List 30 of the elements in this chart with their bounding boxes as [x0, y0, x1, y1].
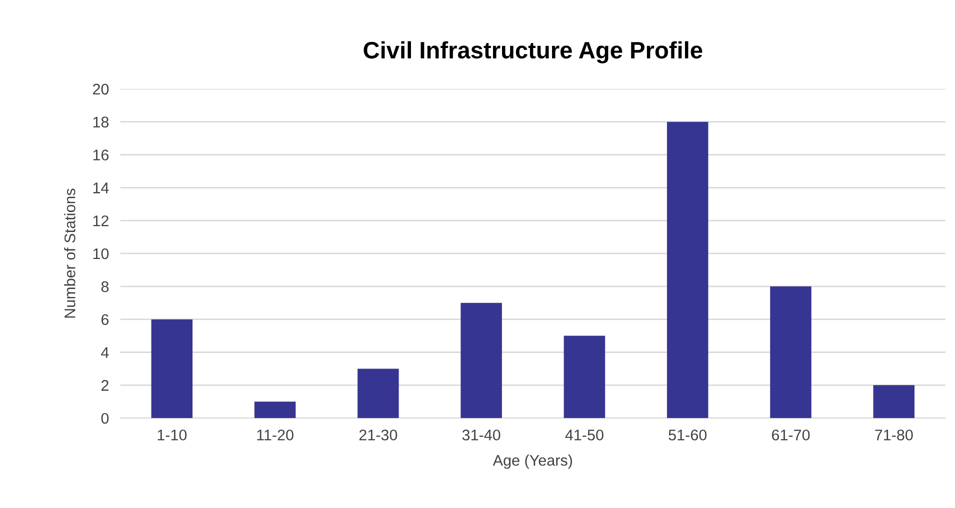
y-tick-label: 8	[101, 281, 109, 292]
bar	[873, 385, 915, 418]
y-tick-label: 14	[93, 182, 109, 194]
y-tick-label: 20	[92, 84, 109, 95]
bar	[254, 402, 296, 418]
x-tick-label: 41-50	[565, 430, 604, 440]
y-tick-label: 4	[101, 347, 109, 358]
y-tick-label: 12	[93, 215, 108, 226]
bar	[564, 336, 606, 418]
bar	[666, 122, 708, 418]
x-tick-label: 11-20	[257, 430, 294, 440]
bar	[770, 286, 812, 418]
x-axis-title: Age (Years)	[492, 454, 572, 469]
x-tick-label: 71-80	[875, 430, 913, 440]
x-tick-label: 31-40	[462, 430, 500, 440]
y-tick-label: 18	[93, 116, 109, 128]
y-tick-label: 0	[101, 412, 109, 424]
bar	[151, 319, 193, 418]
x-tick-label: 61-70	[772, 430, 810, 440]
y-tick-label: 16	[93, 150, 109, 160]
y-tick-label: 2	[101, 380, 108, 391]
x-tick-label: 51-60	[668, 430, 707, 440]
bar	[460, 302, 502, 418]
bar	[358, 368, 399, 418]
x-tick-label: 1-10	[158, 430, 187, 440]
y-axis-title: Number of Stations	[64, 188, 76, 318]
y-tick-label: 10	[93, 248, 109, 260]
chart-title: Civil Infrastructure Age Profile	[364, 41, 702, 64]
x-tick-label: 21-30	[359, 430, 398, 440]
y-tick-label: 6	[102, 314, 109, 326]
